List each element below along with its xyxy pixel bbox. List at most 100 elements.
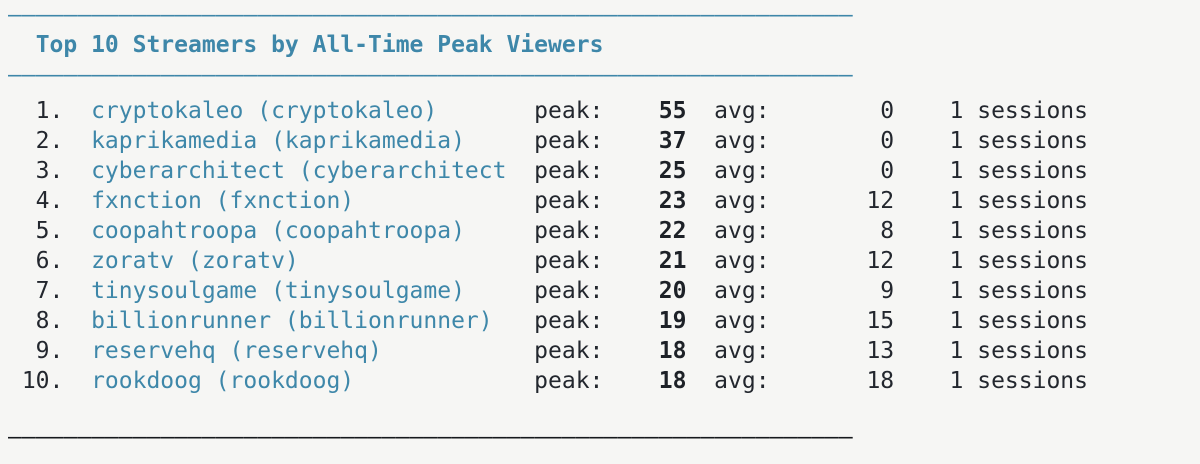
peak-label: peak:	[534, 188, 604, 214]
sessions-count: 1	[949, 158, 964, 184]
avg-value: 12	[866, 188, 895, 214]
spacer	[506, 306, 534, 336]
rank-label: 8.	[35, 308, 64, 334]
avg-label: avg:	[714, 248, 770, 274]
peak-label: peak:	[534, 278, 604, 304]
sessions-label: sessions	[977, 278, 1088, 304]
avg-label: avg:	[714, 98, 770, 124]
streamer-name: zoratv (zoratv)	[91, 248, 299, 274]
spacer	[506, 96, 534, 126]
spacer	[506, 366, 534, 396]
peak-label: peak:	[534, 158, 604, 184]
spacer	[686, 366, 714, 396]
avg-value: 0	[880, 158, 895, 184]
avg-label: avg:	[714, 128, 770, 154]
peak-label: peak:	[534, 248, 604, 274]
spacer	[686, 216, 714, 246]
streamer-name: fxnction (fxnction)	[91, 188, 355, 214]
spacer	[63, 216, 91, 246]
streamer-name: rookdoog (rookdoog)	[91, 368, 355, 394]
streamer-row: 7. tinysoulgame (tinysoulgame) peak: 20 …	[8, 276, 1200, 306]
sessions-count: 1	[949, 368, 964, 394]
spacer	[506, 156, 534, 186]
streamer-row: 1. cryptokaleo (cryptokaleo) peak: 55 av…	[8, 96, 1200, 126]
peak-label: peak:	[534, 338, 604, 364]
bottom-rule: ————————————————————————————————————————…	[8, 424, 853, 450]
avg-label: avg:	[714, 338, 770, 364]
spacer	[506, 186, 534, 216]
streamer-row: 8. billionrunner (billionrunner) peak: 1…	[8, 306, 1200, 336]
avg-label: avg:	[714, 278, 770, 304]
peak-value: 37	[658, 128, 687, 154]
peak-label: peak:	[534, 128, 604, 154]
streamer-name: cyberarchitect (cyberarchitect	[91, 158, 507, 184]
avg-value: 13	[866, 338, 895, 364]
sessions-label: sessions	[977, 128, 1088, 154]
spacer	[63, 306, 91, 336]
rank-label: 9.	[35, 338, 64, 364]
peak-value: 21	[658, 248, 687, 274]
sessions-label: sessions	[977, 98, 1088, 124]
rank-label: 10.	[21, 368, 64, 394]
avg-value: 15	[866, 308, 895, 334]
rank-label: 5.	[35, 218, 64, 244]
avg-label: avg:	[714, 188, 770, 214]
sessions-count: 1	[949, 128, 964, 154]
rank-label: 1.	[35, 98, 64, 124]
streamer-name: cryptokaleo (cryptokaleo)	[91, 98, 438, 124]
peak-value: 23	[658, 188, 687, 214]
peak-label: peak:	[534, 308, 604, 334]
spacer	[506, 126, 534, 156]
sessions-label: sessions	[977, 368, 1088, 394]
peak-label: peak:	[534, 98, 604, 124]
streamer-row: 9. reservehq (reservehq) peak: 18 avg: 1…	[8, 336, 1200, 366]
spacer	[506, 336, 534, 366]
peak-value: 55	[658, 98, 687, 124]
streamer-row: 3. cyberarchitect (cyberarchitect peak: …	[8, 156, 1200, 186]
streamer-name: kaprikamedia (kaprikamedia)	[91, 128, 465, 154]
peak-label: peak:	[534, 368, 604, 394]
rank-label: 3.	[35, 158, 64, 184]
spacer	[63, 186, 91, 216]
peak-value: 25	[658, 158, 687, 184]
streamer-row: 4. fxnction (fxnction) peak: 23 avg: 12 …	[8, 186, 1200, 216]
sessions-label: sessions	[977, 308, 1088, 334]
top-rule: ————————————————————————————————————————…	[8, 2, 853, 28]
peak-value: 19	[658, 308, 687, 334]
spacer	[506, 216, 534, 246]
terminal-report: ————————————————————————————————————————…	[8, 2, 1200, 450]
streamer-name: reservehq (reservehq)	[91, 338, 382, 364]
avg-value: 9	[880, 278, 895, 304]
peak-value: 18	[658, 338, 687, 364]
spacer	[63, 126, 91, 156]
streamer-name: billionrunner (billionrunner)	[91, 308, 493, 334]
spacer	[63, 336, 91, 366]
sessions-label: sessions	[977, 338, 1088, 364]
peak-value: 20	[658, 278, 687, 304]
streamer-row: 6. zoratv (zoratv) peak: 21 avg: 12 1 se…	[8, 246, 1200, 276]
streamer-name: coopahtroopa (coopahtroopa)	[91, 218, 465, 244]
spacer	[686, 246, 714, 276]
streamer-name: tinysoulgame (tinysoulgame)	[91, 278, 465, 304]
sessions-count: 1	[949, 248, 964, 274]
title-underline-rule: ————————————————————————————————————————…	[8, 62, 853, 88]
spacer	[63, 246, 91, 276]
spacer	[686, 186, 714, 216]
rank-label: 7.	[35, 278, 64, 304]
peak-label: peak:	[534, 218, 604, 244]
avg-label: avg:	[714, 158, 770, 184]
avg-value: 18	[866, 368, 895, 394]
rank-label: 2.	[35, 128, 64, 154]
sessions-label: sessions	[977, 188, 1088, 214]
peak-value: 22	[658, 218, 687, 244]
spacer	[686, 306, 714, 336]
avg-label: avg:	[714, 308, 770, 334]
spacer	[506, 246, 534, 276]
sessions-count: 1	[949, 218, 964, 244]
spacer	[686, 126, 714, 156]
avg-value: 0	[880, 98, 895, 124]
streamer-list: 1. cryptokaleo (cryptokaleo) peak: 55 av…	[8, 96, 1200, 396]
streamer-row: 2. kaprikamedia (kaprikamedia) peak: 37 …	[8, 126, 1200, 156]
streamer-row: 5. coopahtroopa (coopahtroopa) peak: 22 …	[8, 216, 1200, 246]
sessions-count: 1	[949, 308, 964, 334]
